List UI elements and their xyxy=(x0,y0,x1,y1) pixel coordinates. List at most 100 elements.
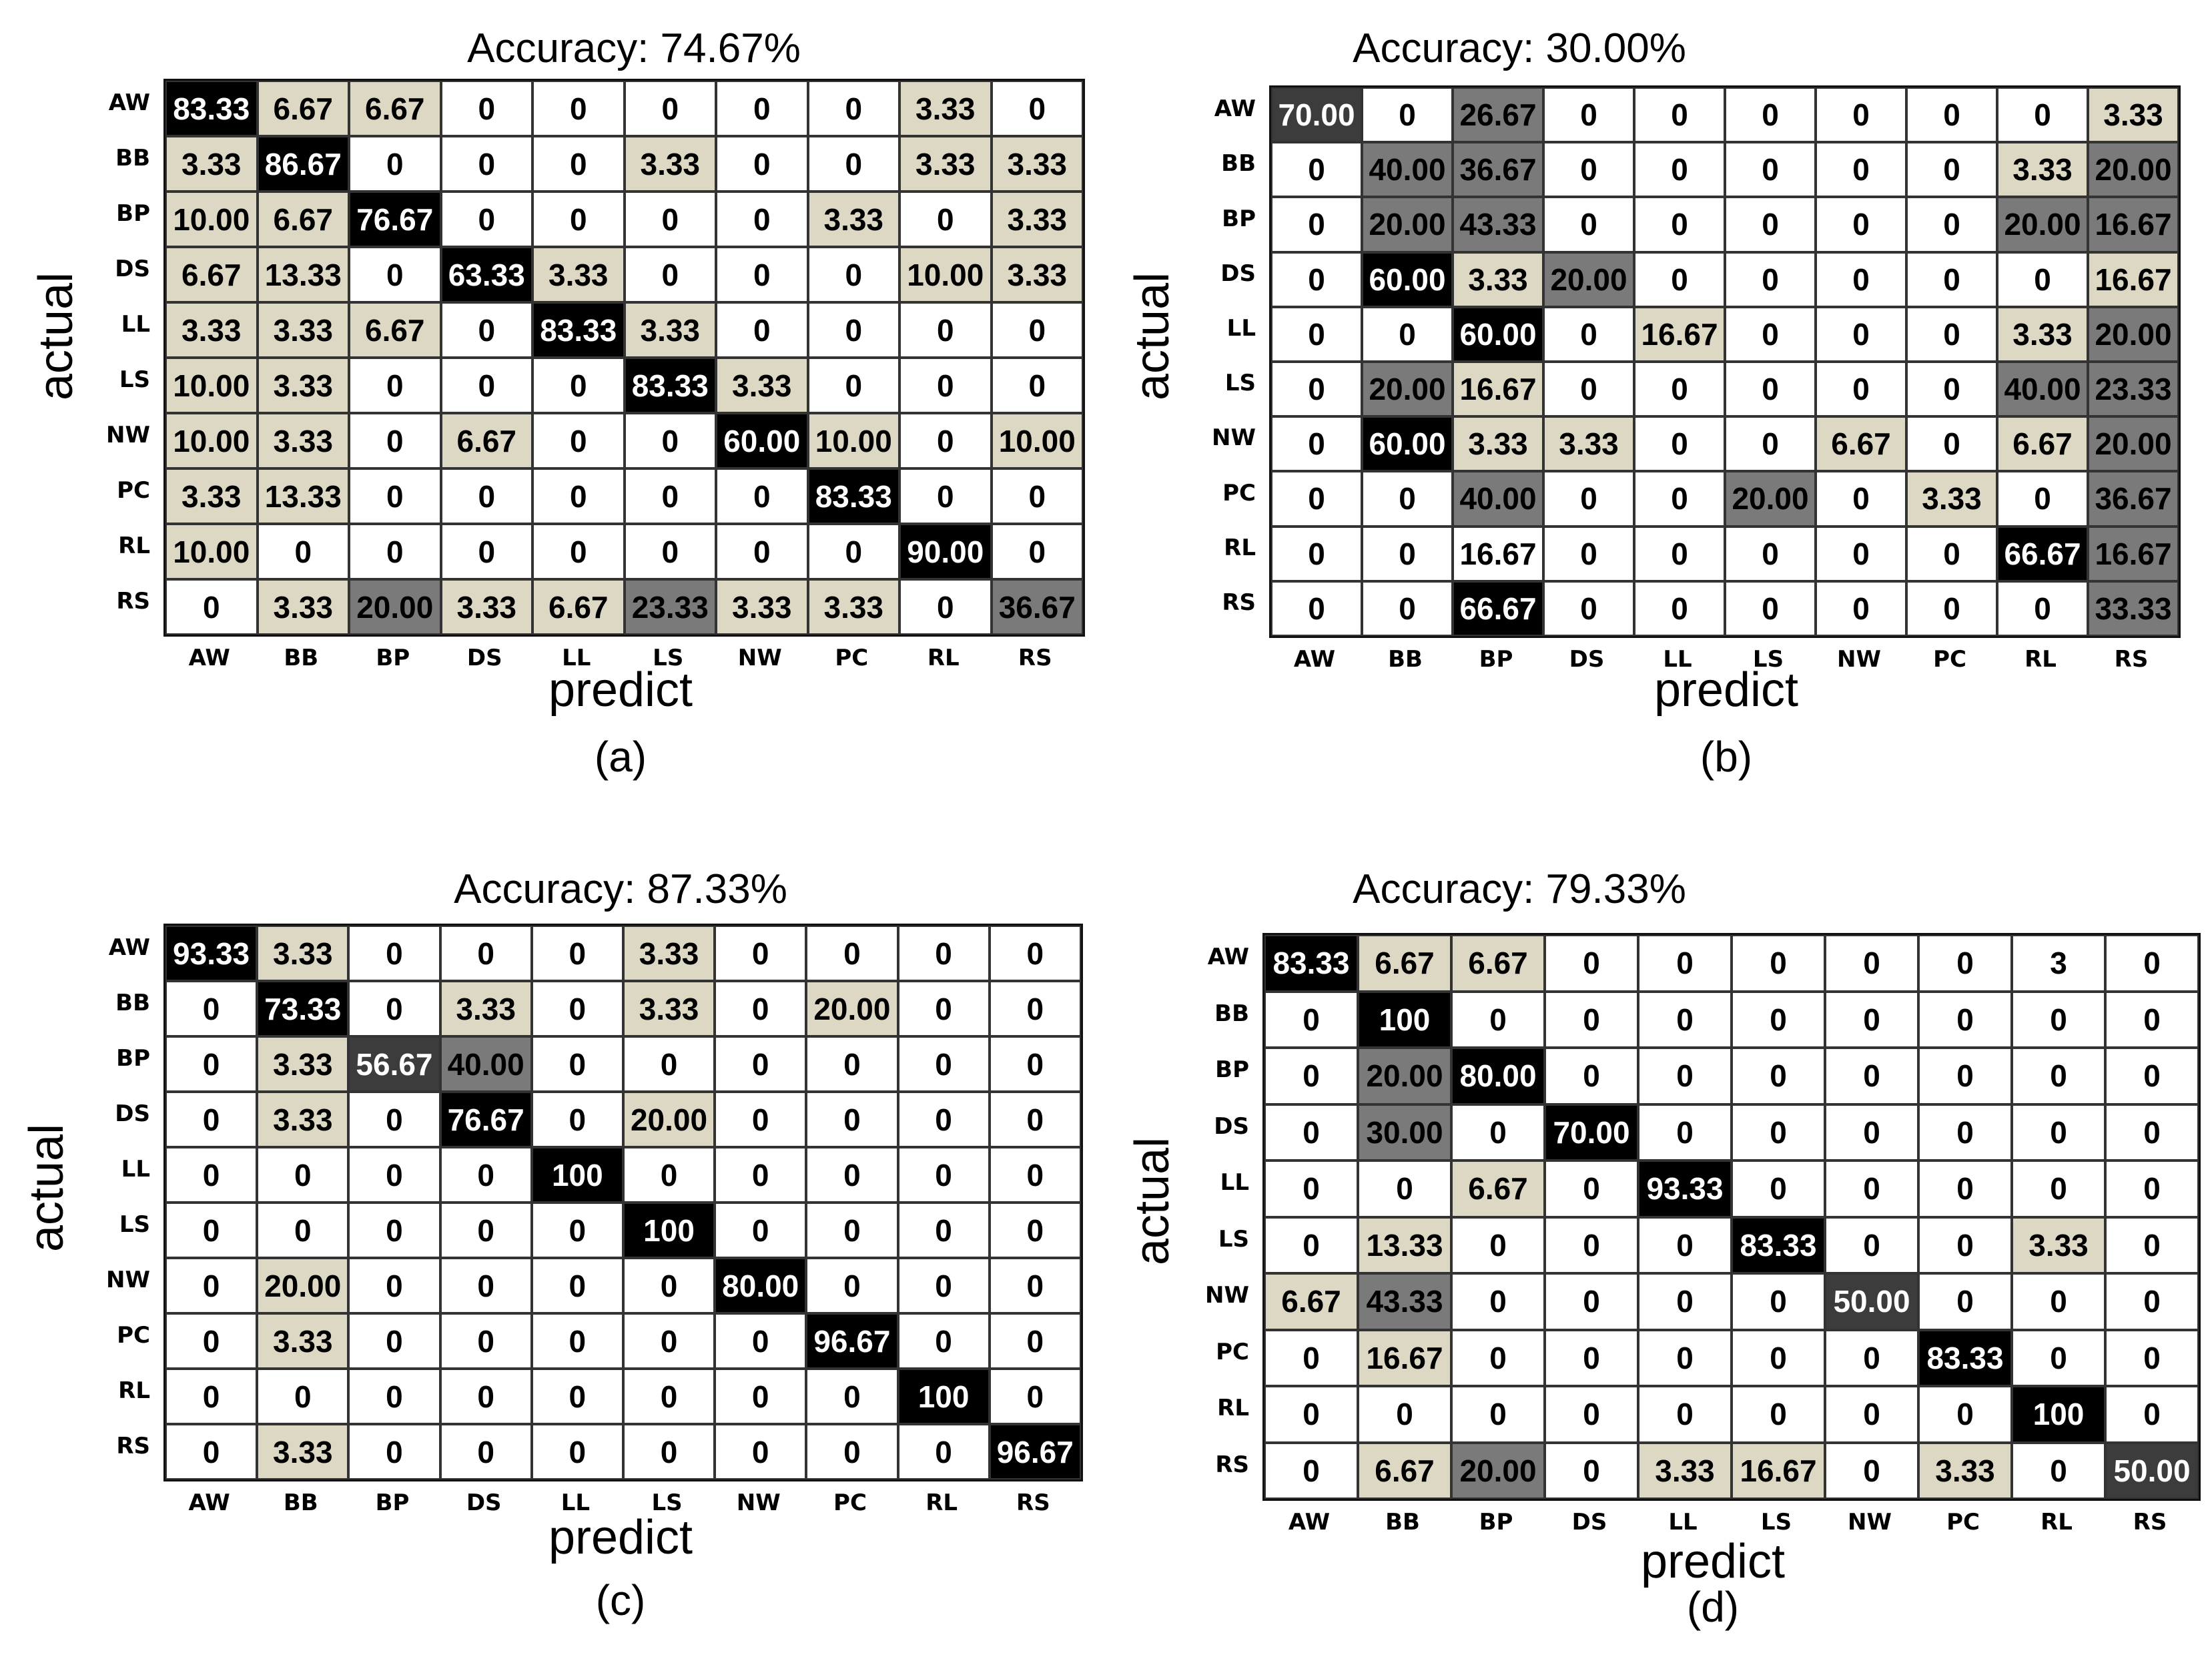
matrix-cell: 0 xyxy=(532,81,625,136)
matrix-cell: 0 xyxy=(1634,471,1725,527)
column-label: LL xyxy=(561,1489,591,1516)
matrix-cell: 0 xyxy=(349,413,441,468)
matrix-cell: 0 xyxy=(807,524,899,579)
matrix-cell: 3.33 xyxy=(991,136,1083,192)
matrix-cell: 100 xyxy=(623,1203,715,1258)
matrix-cell: 3.33 xyxy=(257,579,349,635)
matrix-cell: 0 xyxy=(1358,1386,1451,1443)
matrix-cell: 73.33 xyxy=(257,981,349,1036)
matrix-cell: 3.33 xyxy=(716,579,808,635)
matrix-cell: 0 xyxy=(2012,1048,2105,1104)
column-label: BP xyxy=(376,645,410,671)
matrix-cell: 0 xyxy=(897,1313,990,1369)
matrix-cell: 0 xyxy=(1825,1442,1918,1499)
matrix-cell: 0 xyxy=(623,1258,715,1313)
matrix-cell: 0 xyxy=(715,926,807,981)
matrix-cell: 66.67 xyxy=(1453,581,1543,636)
matrix-cell: 63.33 xyxy=(440,247,532,302)
matrix-cell: 0 xyxy=(532,358,625,413)
matrix-cell: 0 xyxy=(1362,581,1453,636)
panel-caption: (a) xyxy=(594,733,647,781)
matrix-cell: 0 xyxy=(1918,1160,2012,1217)
matrix-cell: 0 xyxy=(1816,87,1906,143)
matrix-cell: 50.00 xyxy=(1825,1273,1918,1330)
row-label: LL xyxy=(1226,314,1256,342)
matrix-cell: 3.33 xyxy=(440,579,532,635)
matrix-cell: 0 xyxy=(623,1036,715,1092)
matrix-cell: 0 xyxy=(1725,252,1816,307)
matrix-cell: 0 xyxy=(1545,1442,1638,1499)
matrix-cell: 16.67 xyxy=(1732,1442,1825,1499)
column-label: BP xyxy=(1479,1509,1513,1536)
matrix-cell: 60.00 xyxy=(1453,306,1543,362)
matrix-cell: 76.67 xyxy=(440,1092,532,1147)
matrix-cell: 0 xyxy=(348,1258,440,1313)
matrix-cell: 13.33 xyxy=(257,247,349,302)
column-label: BB xyxy=(1385,1509,1420,1536)
matrix-cell: 20.00 xyxy=(1997,197,2088,252)
matrix-cell: 6.67 xyxy=(165,247,258,302)
matrix-cell: 0 xyxy=(1825,935,1918,992)
matrix-cell: 0 xyxy=(989,1258,1081,1313)
matrix-cell: 0 xyxy=(1543,306,1634,362)
row-label: RL xyxy=(1217,1395,1249,1422)
row-label: LL xyxy=(121,1155,150,1183)
column-label: RL xyxy=(2024,646,2057,673)
matrix-cell: 0 xyxy=(440,1203,532,1258)
column-label: BB xyxy=(284,645,319,671)
matrix-cell: 0 xyxy=(1725,306,1816,362)
matrix-cell: 16.67 xyxy=(1453,361,1543,417)
matrix-cell: 0 xyxy=(1732,1273,1825,1330)
matrix-cell: 0 xyxy=(1825,1104,1918,1160)
matrix-cell: 0 xyxy=(440,468,532,524)
matrix-cell: 43.33 xyxy=(1358,1273,1451,1330)
matrix-cell: 40.00 xyxy=(1997,361,2088,417)
row-label: DS xyxy=(115,255,150,282)
matrix-cell: 0 xyxy=(2105,1273,2199,1330)
row-label: BP xyxy=(116,200,150,227)
matrix-cell: 0 xyxy=(897,926,990,981)
matrix-cell: 0 xyxy=(165,1147,258,1203)
matrix-cell: 6.67 xyxy=(1451,1160,1545,1217)
matrix-cell: 13.33 xyxy=(1358,1217,1451,1273)
matrix-cell: 0 xyxy=(1545,991,1638,1048)
matrix-cell: 0 xyxy=(1634,361,1725,417)
matrix-cell: 10.00 xyxy=(165,358,258,413)
panel-title: Accuracy: 30.00% xyxy=(1353,25,1686,71)
column-label: RL xyxy=(926,1489,958,1516)
matrix-cell: 3.33 xyxy=(257,1424,349,1479)
column-label: BP xyxy=(375,1489,410,1516)
matrix-cell: 0 xyxy=(257,1203,349,1258)
matrix-cell: 43.33 xyxy=(1453,197,1543,252)
matrix-cell: 0 xyxy=(899,579,992,635)
matrix-cell: 3.33 xyxy=(165,136,258,192)
matrix-cell: 6.67 xyxy=(532,579,625,635)
matrix-cell: 0 xyxy=(716,192,808,247)
row-label: NW xyxy=(1212,424,1256,452)
matrix-cell: 3.33 xyxy=(1453,416,1543,472)
matrix-cell: 83.33 xyxy=(807,468,899,524)
matrix-cell: 100 xyxy=(2012,1386,2105,1443)
matrix-cell: 0 xyxy=(1638,1273,1732,1330)
panel-caption: (b) xyxy=(1700,733,1753,781)
matrix-cell: 16.67 xyxy=(1453,526,1543,581)
matrix-cell: 0 xyxy=(806,1147,898,1203)
y-axis-label: actual xyxy=(20,1123,73,1252)
matrix-cell: 0 xyxy=(257,1147,349,1203)
matrix-cell: 0 xyxy=(531,1313,623,1369)
matrix-cell: 50.00 xyxy=(2105,1442,2199,1499)
panel-title: Accuracy: 79.33% xyxy=(1353,866,1686,912)
matrix-cell: 60.00 xyxy=(716,413,808,468)
matrix-cell: 0 xyxy=(1264,1048,1358,1104)
matrix-cell: 0 xyxy=(1271,416,1362,472)
matrix-cell: 0 xyxy=(1451,1273,1545,1330)
matrix-cell: 23.33 xyxy=(624,579,716,635)
matrix-cell: 0 xyxy=(1634,197,1725,252)
matrix-cell: 0 xyxy=(165,981,258,1036)
matrix-cell: 0 xyxy=(1732,1386,1825,1443)
matrix-cell: 0 xyxy=(1816,361,1906,417)
matrix-cell: 6.67 xyxy=(349,302,441,358)
row-label: PC xyxy=(1222,479,1256,507)
matrix-cell: 0 xyxy=(1997,252,2088,307)
matrix-cell: 0 xyxy=(1362,306,1453,362)
